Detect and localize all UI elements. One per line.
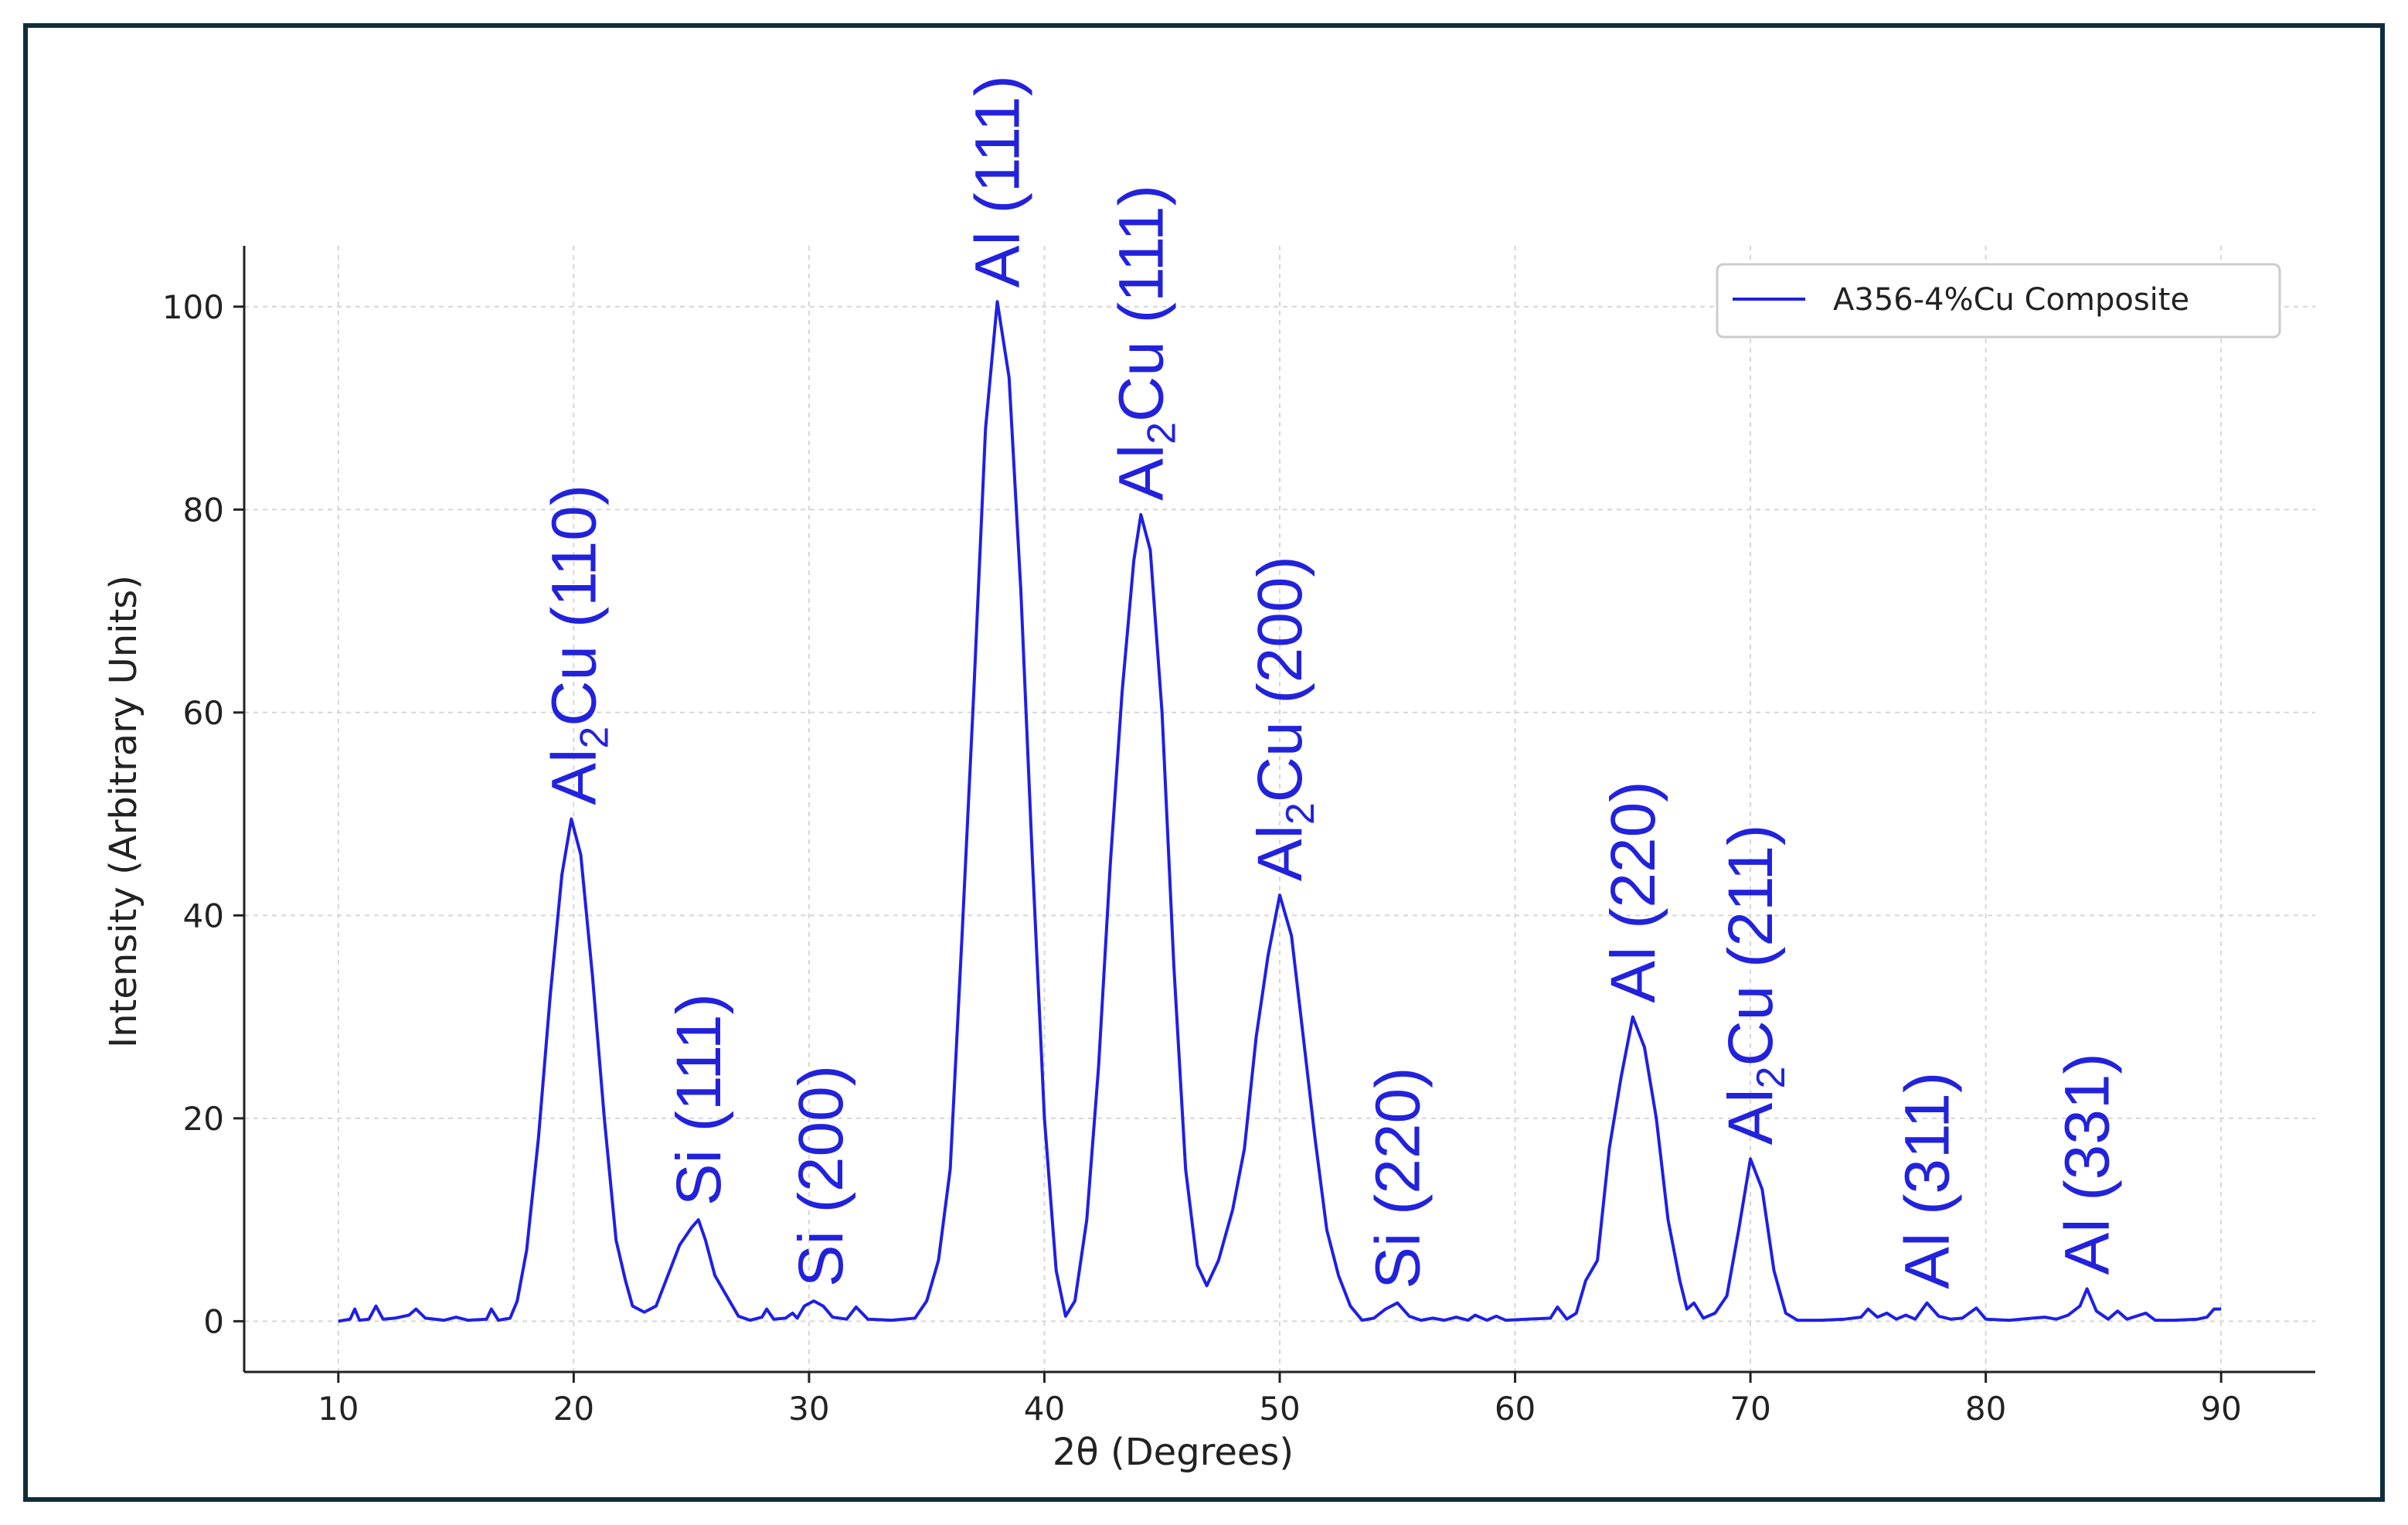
x-tick-label: 40 xyxy=(1024,1390,1065,1428)
peak-label-subscript: 2 xyxy=(572,727,617,749)
legend-label: A356-4%Cu Composite xyxy=(1833,282,2189,318)
peak-label-subscript: 2 xyxy=(1749,1067,1794,1089)
y-tick-label: 100 xyxy=(162,288,224,326)
peak-label-phase: Al xyxy=(1893,1233,1963,1289)
y-tick-label: 0 xyxy=(203,1302,224,1340)
peak-label-hkl: (110) xyxy=(539,485,609,645)
x-tick-label: 70 xyxy=(1729,1390,1770,1428)
peak-labels: Al2Cu (110)Si (111)Si (200)Al (111)Al2Cu… xyxy=(539,75,2122,1288)
peak-label-phase: Al xyxy=(539,749,609,805)
peak-label-hkl: (200) xyxy=(786,1065,856,1231)
peak-label: Al2Cu (111) xyxy=(1106,185,1184,501)
peak-label-phase: Al xyxy=(1716,1088,1786,1145)
peak-label: Si (200) xyxy=(786,1065,856,1287)
peak-label-hkl: (200) xyxy=(1245,556,1315,721)
peak-label: Si (111) xyxy=(664,993,734,1206)
peak-label: Al (331) xyxy=(2053,1053,2123,1275)
peak-label-phase: Al xyxy=(1598,947,1668,1003)
legend-box xyxy=(1716,263,2281,339)
grid xyxy=(244,246,2315,1372)
peak-label-hkl: (220) xyxy=(1362,1067,1433,1233)
x-tick-label: 90 xyxy=(2200,1390,2241,1428)
peak-label-subscript: 2 xyxy=(1139,422,1184,444)
peak-label-hkl: (211) xyxy=(1716,825,1786,985)
x-tick-label: 20 xyxy=(553,1390,594,1428)
peak-label-phase-rest: Cu xyxy=(1716,985,1786,1067)
peak-label: Si (220) xyxy=(1362,1067,1433,1289)
peak-label-phase-rest: Cu xyxy=(539,645,609,727)
peak-label: Al2Cu (110) xyxy=(539,485,617,805)
x-tick-label: 10 xyxy=(318,1390,359,1428)
peak-label-hkl: (111) xyxy=(664,993,734,1149)
peak-label-phase: Al xyxy=(1245,825,1315,881)
x-tick-label: 30 xyxy=(788,1390,829,1428)
peak-label: Al2Cu (211) xyxy=(1716,825,1794,1145)
x-tick-label: 50 xyxy=(1259,1390,1300,1428)
peak-label-phase: Al xyxy=(963,231,1033,288)
peak-label: Al2Cu (200) xyxy=(1245,556,1323,881)
peak-label-hkl: (111) xyxy=(1106,185,1176,341)
peak-label: Al (311) xyxy=(1893,1072,1963,1289)
x-tick-label: 80 xyxy=(1965,1390,2006,1428)
peak-label: Al (111) xyxy=(963,75,1033,288)
legend: A356-4%Cu Composite xyxy=(1716,263,2281,339)
peak-label-phase: Si xyxy=(1362,1233,1433,1289)
peak-label-phase: Al xyxy=(2053,1218,2123,1275)
peak-label-hkl: (111) xyxy=(963,75,1033,231)
y-tick-label: 60 xyxy=(183,694,224,732)
y-tick-label: 80 xyxy=(183,491,224,529)
peak-label-phase-rest: Cu xyxy=(1245,721,1315,802)
peak-label: Al (220) xyxy=(1598,781,1668,1002)
peak-label-phase-rest: Cu xyxy=(1106,341,1176,422)
y-tick-label: 40 xyxy=(183,897,224,934)
y-axis-label: Intensity (Arbitrary Units) xyxy=(102,575,145,1048)
peak-label-hkl: (220) xyxy=(1598,781,1668,946)
series-layer xyxy=(338,300,2222,1323)
axes: 10 20 30 40 50 60 70 80 90 0 20 40 60 80 100 xyxy=(162,246,2315,1428)
peak-label-phase: Al xyxy=(1106,444,1176,501)
peak-label-phase: Si xyxy=(786,1231,856,1287)
peak-label-subscript: 2 xyxy=(1278,802,1323,825)
peak-label-hkl: (331) xyxy=(2053,1053,2123,1218)
peak-label-phase: Si xyxy=(664,1149,734,1206)
x-axis-label: 2θ (Degrees) xyxy=(1053,1431,1294,1474)
series-line-a356-4cu xyxy=(338,300,2222,1323)
x-tick-label: 60 xyxy=(1495,1390,1536,1428)
y-tick-label: 20 xyxy=(183,1100,224,1138)
peak-label-hkl: (311) xyxy=(1893,1072,1963,1233)
